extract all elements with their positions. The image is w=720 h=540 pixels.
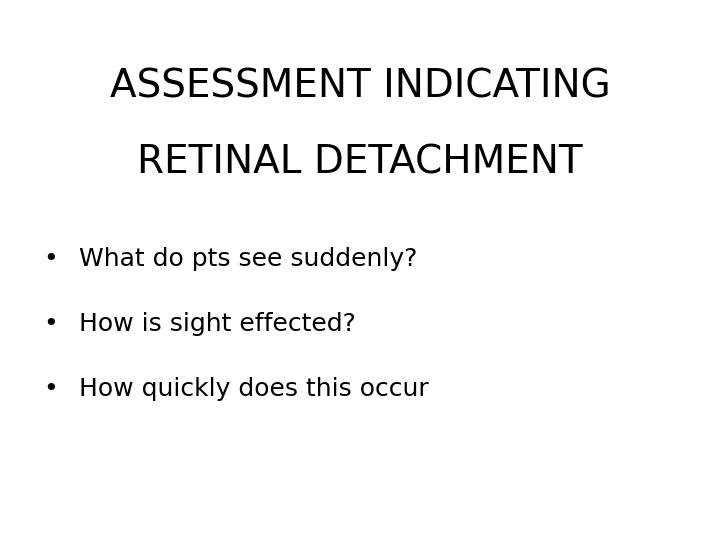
Text: •: • [43, 377, 58, 401]
Text: •: • [43, 247, 58, 271]
Text: •: • [43, 312, 58, 336]
Text: RETINAL DETACHMENT: RETINAL DETACHMENT [138, 143, 582, 181]
Text: How is sight effected?: How is sight effected? [79, 312, 356, 336]
Text: How quickly does this occur: How quickly does this occur [79, 377, 429, 401]
Text: What do pts see suddenly?: What do pts see suddenly? [79, 247, 418, 271]
Text: ASSESSMENT INDICATING: ASSESSMENT INDICATING [109, 68, 611, 105]
